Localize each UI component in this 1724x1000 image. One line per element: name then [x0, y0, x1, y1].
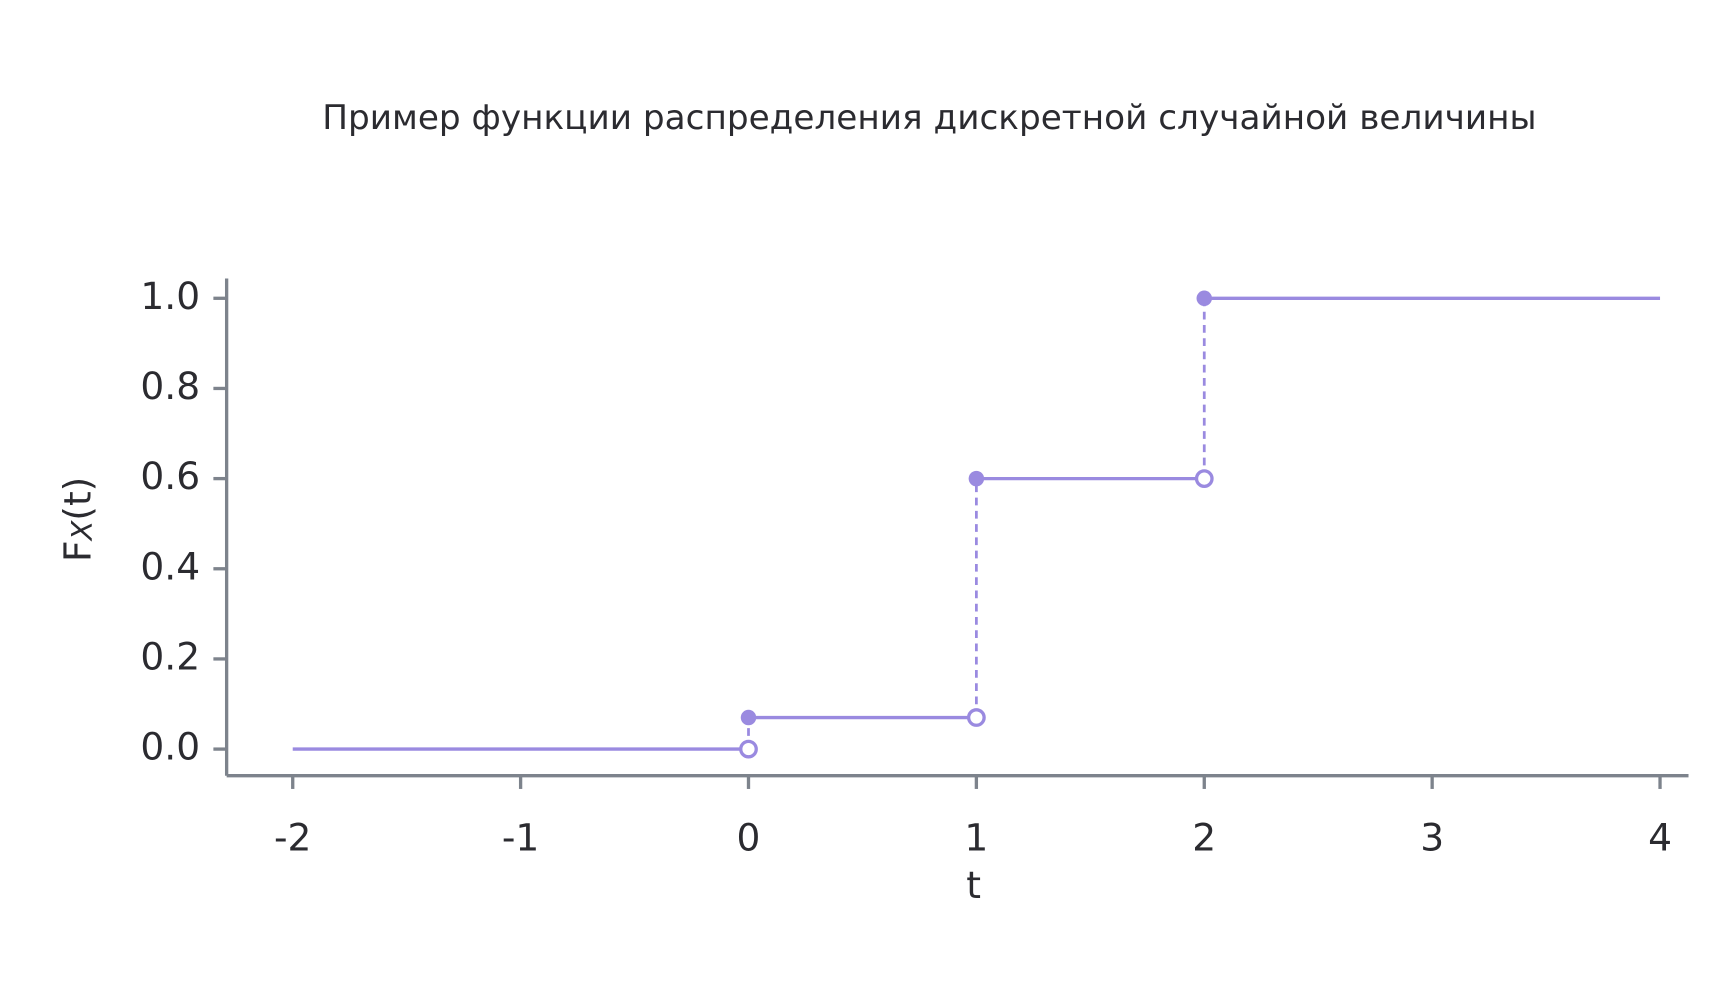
open-point	[1194, 469, 1214, 489]
open-point	[966, 708, 986, 727]
open-point	[739, 739, 758, 759]
x-tick-label: 3	[1420, 815, 1444, 859]
closed-point	[968, 470, 985, 487]
x-axis-label: t	[966, 863, 981, 907]
x-tick-label: 4	[1648, 815, 1672, 859]
y-tick-label: 1.0	[140, 274, 200, 318]
y-label-tail: (t)	[55, 477, 99, 521]
y-tick-label: 0.2	[140, 634, 200, 678]
y-tick-label: 0.6	[140, 454, 200, 498]
y-axis-label: FX(t)	[55, 477, 99, 562]
chart-title: Пример функции распределения дискретной …	[322, 98, 1536, 138]
closed-point	[1196, 290, 1212, 307]
y-tick-label: 0.4	[140, 544, 200, 588]
x-tick-label: 1	[964, 815, 988, 859]
y-label-main: F	[55, 540, 99, 562]
x-tick-label: 0	[737, 815, 761, 859]
y-label-sub: X	[65, 519, 99, 542]
x-tick-label: -1	[502, 815, 539, 859]
y-tick-label: 0.8	[140, 364, 200, 408]
y-tick-label: 0.0	[140, 725, 200, 769]
closed-point	[740, 709, 757, 726]
x-tick-label: -2	[274, 815, 311, 859]
x-tick-label: 2	[1192, 815, 1216, 859]
